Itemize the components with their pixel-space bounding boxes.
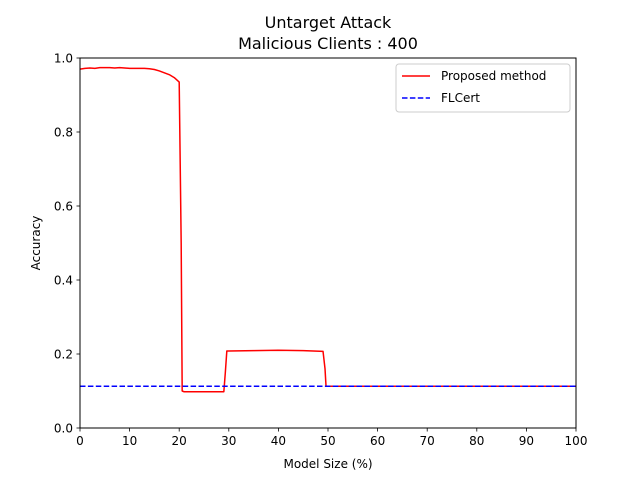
legend-box [395, 63, 571, 113]
chart-title-line-2: Malicious Clients : 400 [238, 34, 418, 53]
chart-title-line-1: Untarget Attack [265, 13, 392, 32]
y-tick-label: 0.4 [54, 273, 73, 287]
y-tick-label: 0.8 [54, 125, 73, 139]
y-tick-label: 0.0 [54, 421, 73, 435]
x-tick-label: 70 [420, 434, 435, 448]
x-tick-label: 10 [122, 434, 137, 448]
x-tick-label: 60 [370, 434, 385, 448]
legend-label-flcert: FLCert [441, 91, 480, 105]
y-tick-label: 1.0 [54, 51, 73, 65]
x-tick-label: 0 [76, 434, 84, 448]
x-tick-label: 100 [565, 434, 588, 448]
y-axis: 0.0 0.2 0.4 0.6 0.8 1.0 [54, 51, 80, 435]
y-tick-label: 0.6 [54, 199, 73, 213]
x-tick-label: 50 [320, 434, 335, 448]
x-axis-label: Model Size (%) [283, 457, 372, 471]
series-line-proposed-method [79, 66, 576, 393]
legend: Proposed method FLCert [395, 63, 571, 113]
x-tick-label: 80 [469, 434, 484, 448]
plot-frame [79, 57, 577, 429]
y-tick-label: 0.2 [54, 347, 73, 361]
x-tick-label: 20 [172, 434, 187, 448]
plot-area [79, 66, 576, 393]
x-tick-label: 90 [519, 434, 534, 448]
y-axis-label: Accuracy [29, 216, 43, 271]
x-axis: 0 10 20 30 40 50 60 70 80 90 100 [76, 428, 587, 448]
legend-label-proposed-method: Proposed method [441, 69, 546, 83]
x-tick-label: 30 [221, 434, 236, 448]
x-tick-label: 40 [271, 434, 286, 448]
series-layer [79, 66, 576, 393]
